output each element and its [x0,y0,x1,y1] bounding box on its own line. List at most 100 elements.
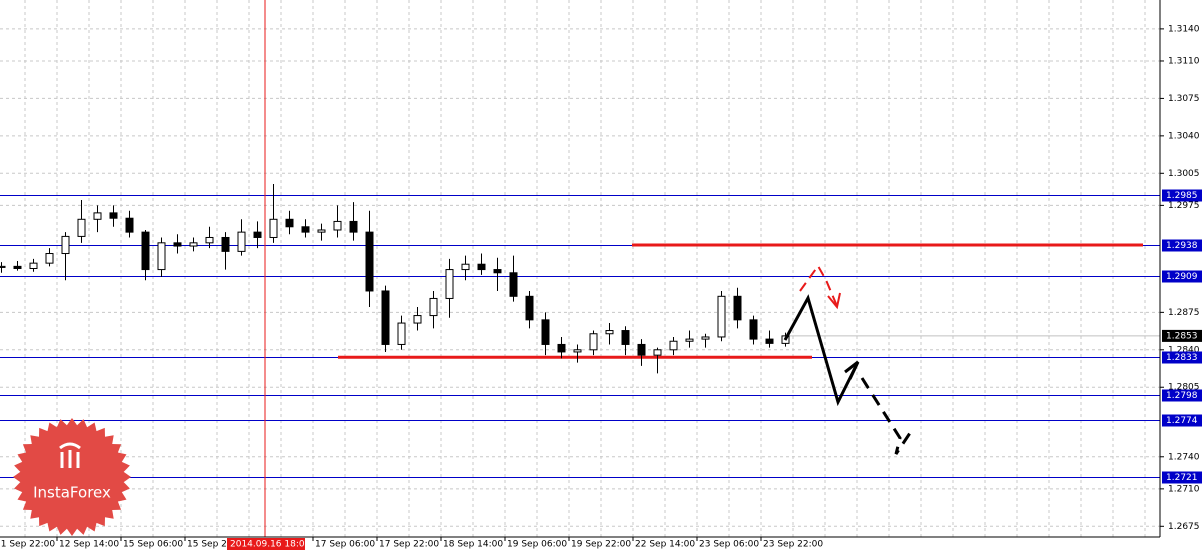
y-tick-label: 1.3005 [1168,169,1200,179]
candle-body [461,263,470,271]
candle-body [541,319,550,345]
candles [0,183,790,374]
x-tick-label: 19 Sep 06:00 [507,540,567,550]
candle-body [173,242,182,247]
level-label: 1.2721 [1166,473,1198,483]
x-tick-label: 11 Sep 22:00 [0,540,55,550]
x-tick-label: 18 Sep 14:00 [443,540,503,550]
level-label-box [1162,189,1202,202]
candle-body [477,263,486,271]
candle-body [189,242,198,247]
forecast-arrows [783,264,914,455]
candle-body [61,235,70,255]
x-tick-label: 22 Sep 14:00 [635,540,695,550]
x-tick-label: 15 Sep 06:00 [123,540,183,550]
candle-body [573,349,582,353]
candle-body [701,336,710,340]
candle-body [29,262,38,270]
alt-forecast [799,264,838,307]
candle-body [765,338,774,344]
level-label: 1.2985 [1166,191,1198,201]
candle-body [77,218,86,237]
candle-body [333,220,342,231]
level-label: 1.2938 [1166,241,1198,251]
level-label-box [1162,239,1202,252]
level-label: 1.2798 [1166,391,1198,401]
candle-body [109,212,118,219]
candle-body [525,295,534,321]
level-label-box [1162,351,1202,364]
candle-body [429,297,438,317]
candle-body [653,349,662,356]
x-tick-label: 23 Sep 22:00 [763,540,823,550]
candle-body [413,315,422,324]
y-tick-label: 1.3140 [1168,24,1200,34]
y-tick-label: 1.2840 [1168,345,1200,355]
y-tick-label: 1.2710 [1168,484,1200,494]
logo-text: InstaForex [33,484,111,502]
x-tick-label: 19 Sep 22:00 [571,540,631,550]
forecast-dashed [860,377,914,455]
candle-body [557,343,566,353]
y-tick-label: 1.2675 [1168,522,1200,532]
candle-body [157,242,166,271]
candle-body [285,218,294,228]
y-tick-label: 1.2875 [1168,308,1200,318]
grid [0,0,1160,537]
forecast-path [783,294,858,407]
candle-body [733,295,742,321]
level-label-box [1162,414,1202,427]
candle-body [397,322,406,345]
candle-body [269,218,278,238]
logo: InstaForex [13,418,131,536]
candle-body [749,319,758,340]
candle-body [0,265,6,268]
x-tick-label: 15 Sep 22:00 [187,540,247,550]
axis-labels: 1.3140 1.3110 1.3075 1.3040 1.3005 1.2975 1.28… [0,24,1202,550]
candle-body [301,226,310,233]
candle-body [253,231,262,238]
candle-body [685,338,694,342]
x-tick-label: 17 Sep 22:00 [379,540,439,550]
forecast-arrowhead [844,360,860,380]
level-label-box [1162,389,1202,402]
x-tick-label: 12 Sep 14:00 [59,540,119,550]
candle-body [621,330,630,345]
current-price-box [1162,329,1202,342]
level-label: 1.2909 [1166,272,1198,282]
candle-body [509,272,518,297]
candle-body [445,269,454,299]
y-tick-label: 1.3110 [1168,56,1200,66]
level-label-box [1162,270,1202,283]
candle-body [669,340,678,351]
candle-body [13,265,22,270]
y-tick-label: 1.3075 [1168,94,1200,104]
level-label: 1.2833 [1166,353,1198,363]
level-label-box [1162,471,1202,484]
y-tick-label: 1.3040 [1168,131,1200,141]
candle-body [45,253,54,264]
candle-body [349,220,358,233]
candle-body [317,229,326,233]
candle-body [717,295,726,338]
candle-body [205,236,214,244]
candle-body [141,231,150,271]
candle-body [237,231,246,252]
level-label: 1.2774 [1166,416,1198,426]
candle-body [365,231,374,292]
candle-body [221,236,230,252]
candle-body [381,290,390,345]
alt-arrowhead [827,292,841,310]
candle-body [493,269,502,274]
levels [0,195,1160,478]
logo-icon [59,442,81,468]
y-tick-label: 1.2805 [1168,383,1200,393]
y-tick-label: 1.2740 [1168,452,1200,462]
candle-body [589,333,598,351]
candle-body [605,330,614,335]
candle-body [637,343,646,356]
current-price-label: 1.2853 [1166,331,1198,341]
time-marker-box [227,538,305,550]
y-tick-label: 1.2975 [1168,201,1200,211]
